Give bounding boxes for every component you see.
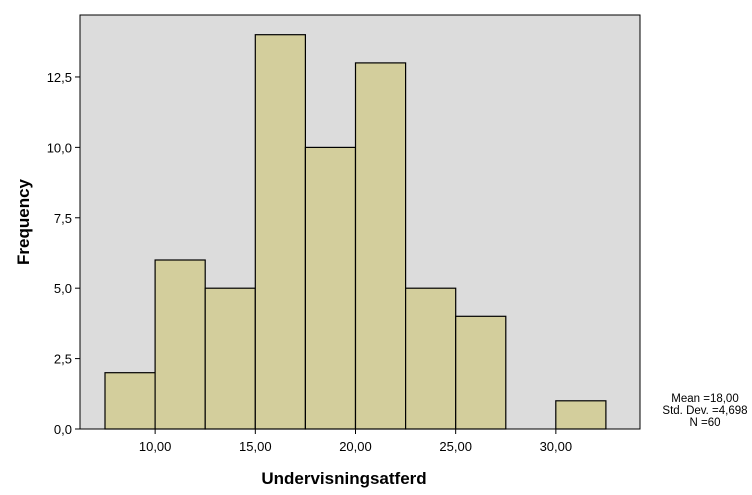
n-stat: N =60 xyxy=(689,417,721,429)
histogram-bar xyxy=(204,287,256,430)
y-tick-label: 12,5 xyxy=(47,70,72,85)
histogram-bar xyxy=(154,259,206,430)
histogram-bar xyxy=(455,315,507,430)
std-dev-stat: Std. Dev. =4,698 xyxy=(662,405,748,417)
y-tick-label: 5,0 xyxy=(54,281,72,296)
x-tick-label: 15,00 xyxy=(239,439,272,454)
x-tick-label: 20,00 xyxy=(339,439,372,454)
statistics-summary: Mean =18,00 Std. Dev. =4,698 N =60 xyxy=(655,393,752,429)
mean-stat: Mean =18,00 xyxy=(671,393,739,405)
histogram-bar xyxy=(104,372,156,430)
x-tick-label: 30,00 xyxy=(540,439,573,454)
y-tick-label: 2,5 xyxy=(54,352,72,367)
histogram-bar xyxy=(354,62,407,430)
histogram-bar xyxy=(304,146,357,430)
x-axis: 10,00 15,00 20,00 25,00 30,00 xyxy=(139,429,572,454)
y-axis-title: Frequency xyxy=(14,178,33,265)
y-tick-label: 0,0 xyxy=(54,422,72,437)
histogram-bar xyxy=(555,400,607,430)
y-tick-label: 10,0 xyxy=(47,140,72,155)
y-tick-label: 7,5 xyxy=(54,211,72,226)
y-axis: 0,0 2,5 5,0 7,5 10,0 12,5 xyxy=(47,70,80,437)
x-tick-label: 25,00 xyxy=(439,439,472,454)
histogram-bar xyxy=(405,287,457,430)
histogram-bar xyxy=(254,34,307,430)
x-tick-label: 10,00 xyxy=(139,439,172,454)
bars-group xyxy=(104,34,607,430)
x-axis-title: Undervisningsatferd xyxy=(261,469,426,488)
